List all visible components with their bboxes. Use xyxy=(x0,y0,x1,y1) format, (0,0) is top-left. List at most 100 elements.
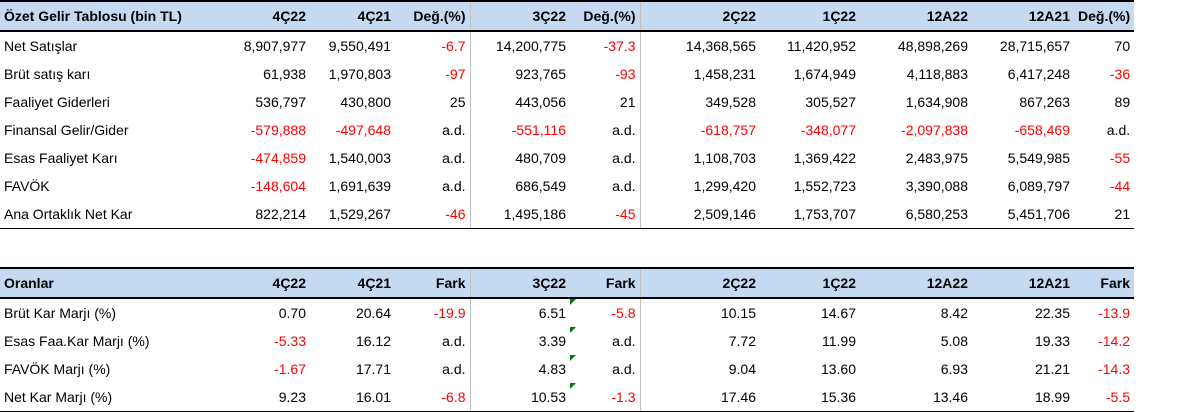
cell-value: 18.99 xyxy=(972,383,1074,412)
income-header-col-5: Değ.(%) xyxy=(570,1,641,32)
cell-value: 686,549 xyxy=(515,178,566,194)
cell-value: 430,800 xyxy=(340,94,391,110)
cell-value: a.d. xyxy=(395,116,471,144)
cell-value: a.d. xyxy=(570,116,641,144)
cell-value: 305,527 xyxy=(805,94,856,110)
cell-value: 21 xyxy=(1074,200,1135,229)
cell-value: 5,549,985 xyxy=(1007,150,1070,166)
row-label: Esas Faa.Kar Marjı (%) xyxy=(4,333,150,349)
income-statement-table: Özet Gelir Tablosu (bin TL) 4Ç22 4Ç21 Değ.(… xyxy=(0,0,1135,229)
cell-value: 1,753,707 xyxy=(760,200,860,229)
table-row: Net Kar Marjı (%) 9.23 16.01 -6.8 10.53 -1.3 1… xyxy=(0,383,1134,412)
cell-value: -658,469 xyxy=(1014,122,1070,138)
cell-value: -2,097,838 xyxy=(901,122,968,138)
income-header-col-10: Değ.(%) xyxy=(1074,1,1135,32)
cell-value: 21.21 xyxy=(1034,361,1070,377)
cell-value: 536,797 xyxy=(255,94,306,110)
cell-value: 61,938 xyxy=(263,66,306,82)
row-label: Esas Faaliyet Karı xyxy=(4,150,118,166)
ratios-header-col-2: 4Ç21 xyxy=(310,268,395,299)
cell-value: 480,709 xyxy=(515,150,566,166)
ratios-header-col-9: 12A21 xyxy=(972,268,1074,299)
cell-value: 1,458,231 xyxy=(693,66,756,82)
cell-value: -14.3 xyxy=(1098,361,1130,377)
cell-value: 1,691,639 xyxy=(328,178,391,194)
cell-value: 822,214 xyxy=(220,200,310,229)
cell-value: 17.46 xyxy=(640,383,760,412)
cell-value: 11,420,952 xyxy=(786,38,856,54)
table-row: FAVÖK Marjı (%) -1.67 17.71 a.d. 4.83 a.d. 9.0… xyxy=(0,355,1134,383)
cell-value: -55 xyxy=(1109,150,1131,166)
cell-value: 21 xyxy=(570,88,641,116)
cell-value: a.d. xyxy=(395,355,471,383)
cell-value: -19.9 xyxy=(395,298,471,327)
cell-value: 867,263 xyxy=(1019,94,1070,110)
cell-value: -497,648 xyxy=(335,122,391,138)
income-header-col-8: 12A22 xyxy=(860,1,972,32)
income-header-col-7: 1Ç22 xyxy=(760,1,860,32)
cell-value: -46 xyxy=(395,200,471,229)
ratios-header-col-4: 3Ç22 xyxy=(470,268,570,299)
cell-value: a.d. xyxy=(570,172,641,200)
cell-value: -6.7 xyxy=(395,31,471,60)
cell-value: 17.71 xyxy=(355,361,391,377)
cell-value: -618,757 xyxy=(700,122,756,138)
cell-value: 25 xyxy=(395,88,471,116)
table-row: Net Satışlar 8,907,977 9,550,491 -6.7 14,200… xyxy=(0,31,1134,60)
cell-value: 14,368,565 xyxy=(685,38,756,54)
cell-value: 2,483,975 xyxy=(905,150,968,166)
income-header-col-2: 4Ç21 xyxy=(310,1,395,32)
cell-value: 1,674,949 xyxy=(793,66,856,82)
ratios-header-col-3: Fark xyxy=(395,268,471,299)
cell-value: 6,580,253 xyxy=(860,200,972,229)
income-header-col-3: Değ.(%) xyxy=(395,1,471,32)
cell-value: 349,528 xyxy=(705,94,756,110)
row-label: Net Kar Marjı (%) xyxy=(0,383,220,412)
cell-value: 20.64 xyxy=(355,305,391,321)
cell-value: -45 xyxy=(570,200,641,229)
cell-value: 70 xyxy=(1114,38,1131,54)
income-header-col-6: 2Ç22 xyxy=(640,1,760,32)
ratios-header-col-6: 2Ç22 xyxy=(640,268,760,299)
cell-value: -36 xyxy=(1109,66,1131,82)
income-header-col-9: 12A21 xyxy=(972,1,1074,32)
cell-value: a.d. xyxy=(395,327,471,355)
cell-value: 6.93 xyxy=(940,361,968,377)
cell-value: 1,970,803 xyxy=(328,66,391,82)
cell-value: 1,634,908 xyxy=(905,94,968,110)
cell-value: 6,089,797 xyxy=(1007,178,1070,194)
ratios-header-col-1: 4Ç22 xyxy=(220,268,310,299)
row-label: FAVÖK Marjı (%) xyxy=(4,361,111,377)
cell-value: 13.46 xyxy=(860,383,972,412)
cell-value: 3.39 xyxy=(538,333,566,349)
cell-value: a.d. xyxy=(570,327,641,355)
cell-value: 16.12 xyxy=(355,333,391,349)
cell-value: 8,907,977 xyxy=(243,38,306,54)
cell-value: -13.9 xyxy=(1098,305,1130,321)
table-row: Brüt Kar Marjı (%) 0.70 20.64 -19.9 6.51 -5.8… xyxy=(0,298,1134,327)
ratios-header-col-10: Fark xyxy=(1074,268,1134,299)
table-row: Finansal Gelir/Gider -579,888 -497,648 a.d.… xyxy=(0,116,1134,144)
income-header-col-4: 3Ç22 xyxy=(470,1,570,32)
table-row: Esas Faa.Kar Marjı (%) -5.33 16.12 a.d. 3.39… xyxy=(0,327,1134,355)
cell-value: 11.99 xyxy=(822,333,856,349)
cell-value: -148,604 xyxy=(250,178,306,194)
cell-value: 10.15 xyxy=(720,305,756,321)
cell-value: 48,898,269 xyxy=(897,38,968,54)
cell-value: -97 xyxy=(395,60,471,88)
cell-value: -14.2 xyxy=(1098,333,1130,349)
row-label: Faaliyet Giderleri xyxy=(4,94,110,110)
cell-value: 16.01 xyxy=(310,383,395,412)
cell-value: 14,200,775 xyxy=(495,38,566,54)
cell-value: 1,529,267 xyxy=(310,200,395,229)
cell-value: -1.3 xyxy=(570,383,641,412)
cell-value: -44 xyxy=(1109,178,1131,194)
row-label: Brüt satış karı xyxy=(4,66,91,82)
table-row: Faaliyet Giderleri 536,797 430,800 25 443,05… xyxy=(0,88,1134,116)
cell-value: -5.5 xyxy=(1074,383,1134,412)
row-label: FAVÖK xyxy=(4,178,50,194)
cell-value: 4,118,883 xyxy=(906,66,968,82)
cell-value: a.d. xyxy=(395,144,471,172)
cell-value: -579,888 xyxy=(250,122,306,138)
cell-value: a.d. xyxy=(570,355,641,383)
